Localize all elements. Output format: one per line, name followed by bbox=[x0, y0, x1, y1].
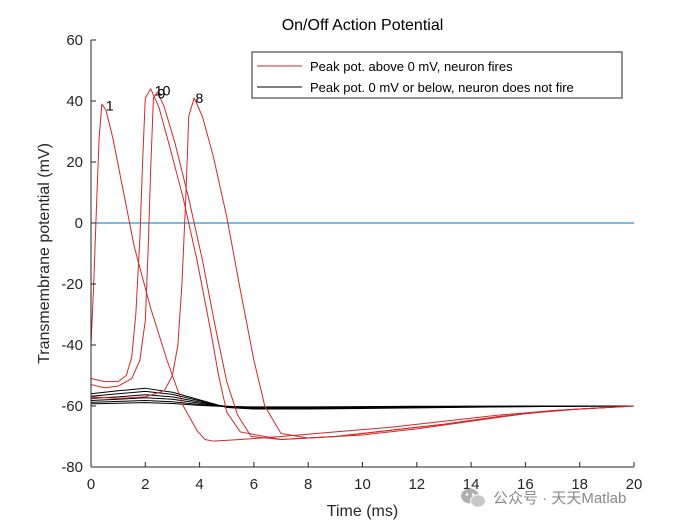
y-tick-label--60: -60 bbox=[61, 398, 83, 415]
y-tick-label--40: -40 bbox=[61, 337, 83, 354]
series-line-nf6 bbox=[91, 402, 634, 408]
legend-label-0: Peak pot. above 0 mV, neuron fires bbox=[310, 59, 513, 74]
legend-label-1: Peak pot. 0 mV or below, neuron does not… bbox=[310, 80, 574, 95]
y-tick-label-20: 20 bbox=[66, 154, 83, 171]
x-tick-label-16: 16 bbox=[517, 476, 534, 493]
x-tick-label-12: 12 bbox=[408, 476, 425, 493]
y-tick-label--80: -80 bbox=[61, 459, 83, 476]
x-tick-label-0: 0 bbox=[87, 476, 95, 493]
x-axis-label: Time (ms) bbox=[327, 503, 398, 520]
peak-label-10-1: 10 bbox=[155, 82, 171, 98]
series-line-8 bbox=[91, 97, 634, 439]
x-tick-label-10: 10 bbox=[354, 476, 371, 493]
peak-label-8-3: 8 bbox=[196, 90, 204, 106]
x-tick-label-4: 4 bbox=[195, 476, 203, 493]
watermark: 公众号 · 天天Matlab bbox=[461, 488, 626, 508]
y-tick-label-40: 40 bbox=[66, 93, 83, 110]
legend: Peak pot. above 0 mV, neuron fires Peak p… bbox=[251, 51, 623, 99]
x-tick-label-2: 2 bbox=[141, 476, 149, 493]
series-line-1 bbox=[91, 103, 634, 442]
peak-label-1-0: 1 bbox=[106, 98, 114, 114]
series-line-9 bbox=[91, 91, 634, 441]
wechat-icon bbox=[461, 488, 486, 508]
y-axis-label: Transmembrane potential (mV) bbox=[36, 143, 53, 364]
y-tick-label-60: 60 bbox=[66, 32, 83, 49]
x-tick-label-20: 20 bbox=[626, 476, 643, 493]
peak-label-9-2: 9 bbox=[158, 85, 166, 101]
series-group bbox=[91, 88, 634, 442]
chart-title: On/Off Action Potential bbox=[282, 17, 444, 34]
x-tick-label-6: 6 bbox=[250, 476, 258, 493]
watermark-text: 公众号 · 天天Matlab bbox=[493, 490, 626, 507]
plot-area: 1 109 8 bbox=[91, 82, 634, 442]
legend-box bbox=[251, 51, 623, 99]
y-tick-label-0: 0 bbox=[75, 215, 83, 232]
x-tick-label-18: 18 bbox=[571, 476, 588, 493]
x-tick-label-8: 8 bbox=[304, 476, 312, 493]
y-tick-label--20: -20 bbox=[61, 276, 83, 293]
x-tick-label-14: 14 bbox=[463, 476, 480, 493]
